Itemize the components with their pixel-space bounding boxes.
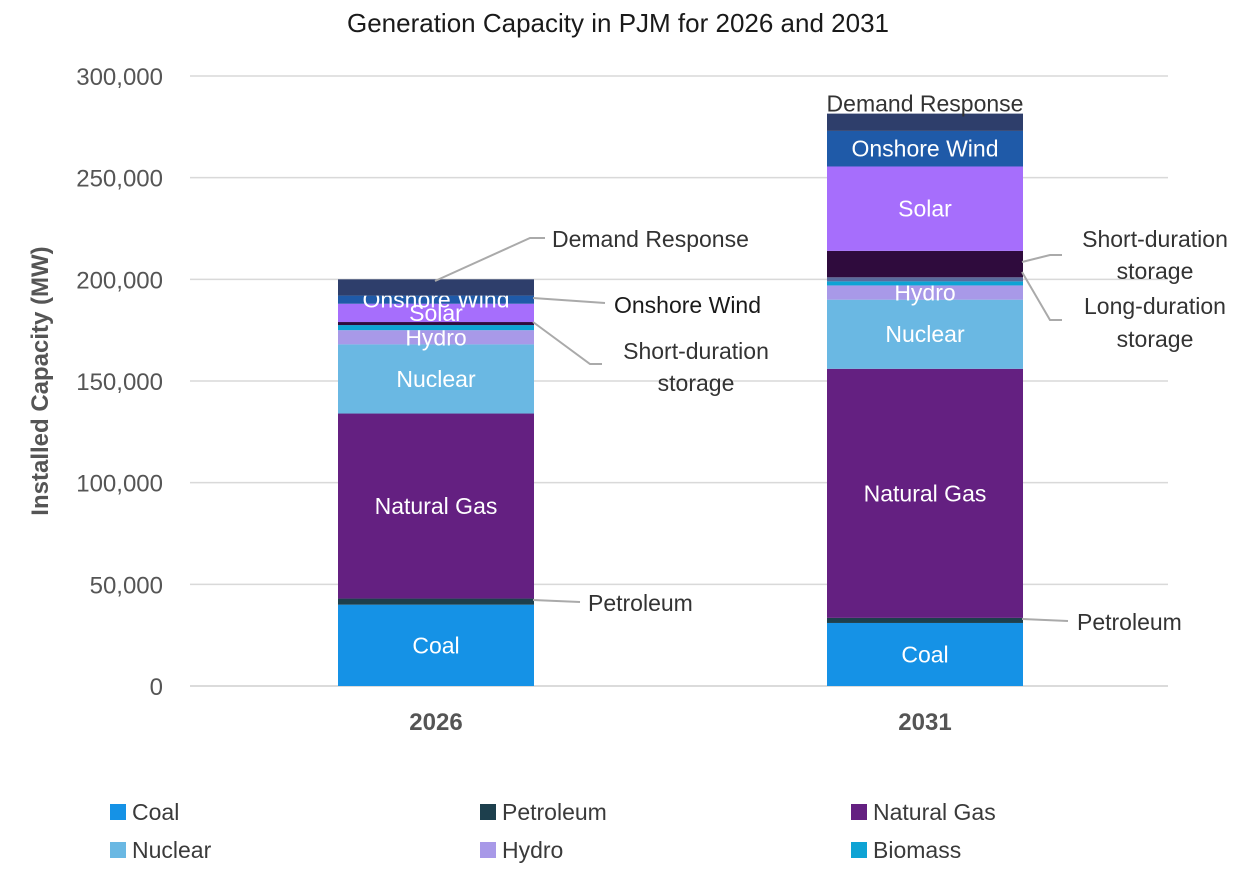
bar-segment-biomass-2031	[827, 281, 1023, 286]
data-label-coal-2026: Coal	[412, 632, 459, 658]
bar-segment-hydro-2031	[827, 285, 1023, 300]
bar-segment-demand-response-2026	[338, 279, 534, 296]
callout-2026-demand-response: Demand Response	[552, 226, 749, 252]
bar-segment-petroleum-2031	[827, 617, 1023, 623]
bar-segment-natural-gas-2026	[338, 413, 534, 599]
x-tick-label: 2026	[409, 709, 462, 736]
legend-swatch	[851, 842, 867, 858]
legend-swatch	[110, 804, 126, 820]
callout-leader-2026-onshore-wind	[532, 297, 606, 304]
callout-leader-2031-petroleum	[1021, 618, 1069, 622]
bar-segment-nuclear-2031	[827, 299, 1023, 369]
legend-label: Coal	[132, 798, 180, 825]
y-tick-label: 150,000	[76, 369, 163, 396]
x-tick-labels: 2026 2031	[409, 709, 951, 736]
data-label-onshore-wind-2031: Onshore Wind	[851, 136, 998, 162]
legend-label: Nuclear	[132, 836, 212, 863]
callout-leader-2026-petroleum	[532, 599, 581, 603]
data-label-solar-2026: Solar	[409, 300, 463, 326]
bar-segment-short-duration-storage-2031	[827, 250, 1023, 278]
y-tick-label: 300,000	[76, 64, 163, 91]
legend-item: Coal	[110, 795, 179, 829]
data-label-natural-gas-2031: Natural Gas	[864, 480, 987, 506]
data-label-coal-2031: Coal	[901, 641, 948, 667]
bar-segment-nuclear-2026	[338, 344, 534, 414]
bar-segment-onshore-wind-2031	[827, 130, 1023, 167]
legend-item: Petroleum	[480, 795, 607, 829]
data-label-natural-gas-2026: Natural Gas	[375, 493, 498, 519]
data-label-demand-response-2031: Demand Response	[827, 91, 1024, 117]
callout-2031-short-duration-line1: Short-duration	[1082, 226, 1228, 252]
data-label-nuclear-2026: Nuclear	[396, 366, 476, 392]
data-label-solar-2031: Solar	[898, 196, 952, 222]
callout-2026-onshore-wind: Onshore Wind	[614, 292, 761, 318]
bar-segment-petroleum-2026	[338, 598, 534, 605]
y-tick-label: 100,000	[76, 471, 163, 498]
bar-segment-biomass-2026	[338, 325, 534, 331]
callout-leader-2026-demand-response	[434, 237, 545, 282]
y-tick-label: 0	[150, 674, 163, 701]
y-tick-labels: 0 50,000 100,000 150,000 200,000 250,000 300,0…	[76, 64, 163, 701]
callout-2031-short-duration-line2: storage	[1117, 258, 1194, 284]
legend-swatch	[480, 804, 496, 820]
legend-label: Natural Gas	[873, 798, 996, 825]
legend-label: Biomass	[873, 836, 962, 863]
y-tick-label: 50,000	[90, 572, 163, 599]
callout-2031-long-duration-line2: storage	[1117, 326, 1194, 352]
bar-segment-demand-response-2031	[827, 113, 1023, 131]
callout-leader-2026-short-duration	[532, 321, 602, 365]
legend-item: Biomass	[851, 833, 961, 867]
bar-segment-solar-2026	[338, 303, 534, 323]
legend: Coal Petroleum Natural Gas Nuclear Hydro Biom…	[110, 795, 1230, 875]
callout-leader-2031-long-duration	[1021, 271, 1062, 321]
callout-2026-short-duration-line2: storage	[658, 370, 735, 396]
bar-segment-hydro-2026	[338, 330, 534, 345]
bar-segment-coal-2026	[338, 604, 534, 686]
bar-segment-natural-gas-2031	[827, 368, 1023, 618]
callout-2026-petroleum: Petroleum	[588, 590, 693, 616]
chart-title: Generation Capacity in PJM for 2026 and …	[347, 8, 889, 38]
x-tick-label: 2031	[898, 709, 951, 736]
callout-leader-2031-short-duration	[1021, 254, 1062, 263]
y-axis-label: Installed Capacity (MW)	[27, 246, 54, 515]
legend-swatch	[851, 804, 867, 820]
callout-2031-petroleum: Petroleum	[1077, 609, 1182, 635]
legend-item: Natural Gas	[851, 795, 996, 829]
callout-2031-long-duration-line1: Long-duration	[1084, 293, 1226, 319]
bar-segment-onshore-wind-2026	[338, 295, 534, 304]
legend-swatch	[480, 842, 496, 858]
bar-segment-short-duration-storage-2026	[338, 322, 534, 326]
legend-item: Nuclear	[110, 833, 211, 867]
callout-2026-short-duration-line1: Short-duration	[623, 338, 769, 364]
data-label-nuclear-2031: Nuclear	[885, 321, 965, 347]
callout-annotations: Demand Response Onshore Wind Short-durat…	[434, 226, 1228, 635]
legend-label: Petroleum	[502, 798, 607, 825]
bar-segment-solar-2031	[827, 166, 1023, 251]
legend-swatch	[110, 842, 126, 858]
legend-label: Hydro	[502, 836, 564, 863]
y-tick-label: 200,000	[76, 267, 163, 294]
legend-item: Hydro	[480, 833, 563, 867]
bar-segment-long-duration-storage-2031	[827, 277, 1023, 282]
bar-segment-coal-2031	[827, 622, 1023, 686]
y-tick-label: 250,000	[76, 166, 163, 193]
